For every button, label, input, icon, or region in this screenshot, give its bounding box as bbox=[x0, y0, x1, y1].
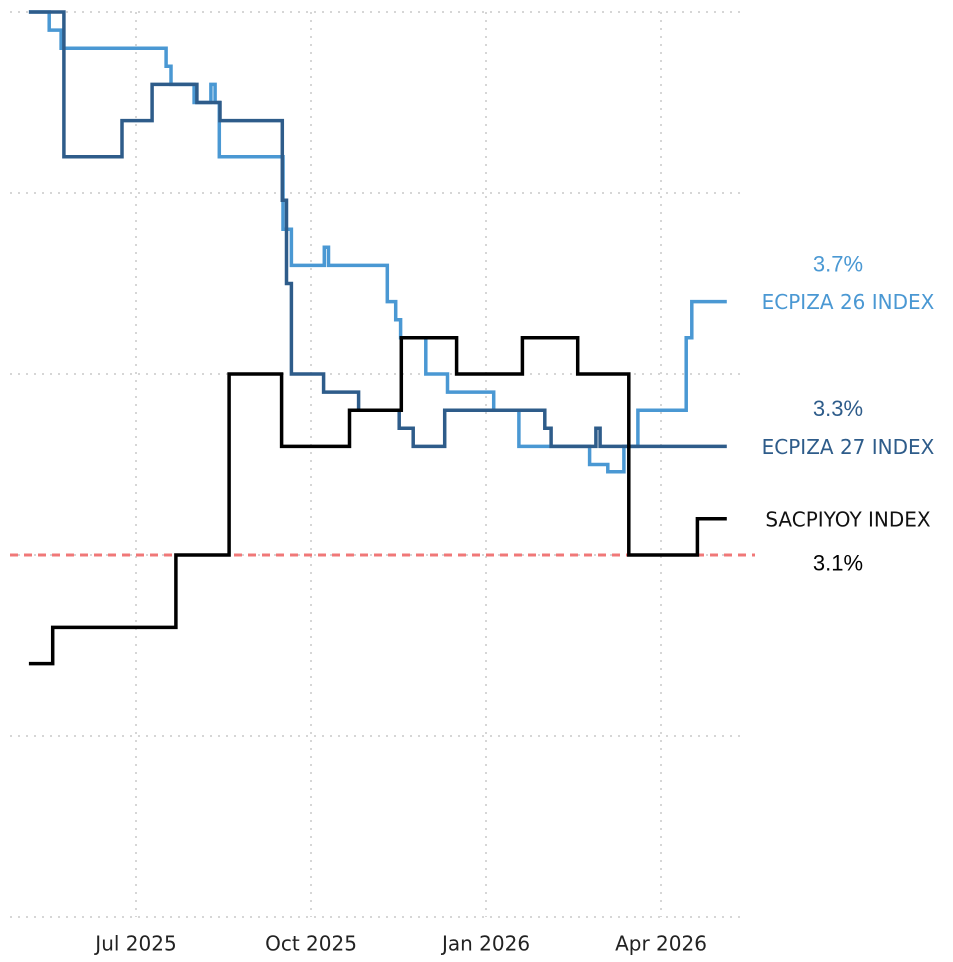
series-name: ECPIZA 26 INDEX bbox=[762, 290, 935, 314]
series-name: SACPIYOY INDEX bbox=[765, 507, 931, 531]
x-tick-label: Jan 2026 bbox=[440, 932, 530, 956]
x-tick-label: Jul 2025 bbox=[93, 932, 176, 956]
series-line bbox=[28, 10, 727, 449]
series-line bbox=[28, 10, 727, 474]
x-tick-label: Oct 2025 bbox=[265, 932, 357, 956]
series-value-label: 3.1% bbox=[813, 551, 863, 576]
series-line bbox=[28, 336, 727, 666]
x-tick-label: Apr 2026 bbox=[615, 932, 707, 956]
series-value-label: 3.3% bbox=[813, 396, 863, 421]
series-name: ECPIZA 27 INDEX bbox=[762, 435, 935, 459]
series-value-label: 3.7% bbox=[813, 251, 863, 276]
